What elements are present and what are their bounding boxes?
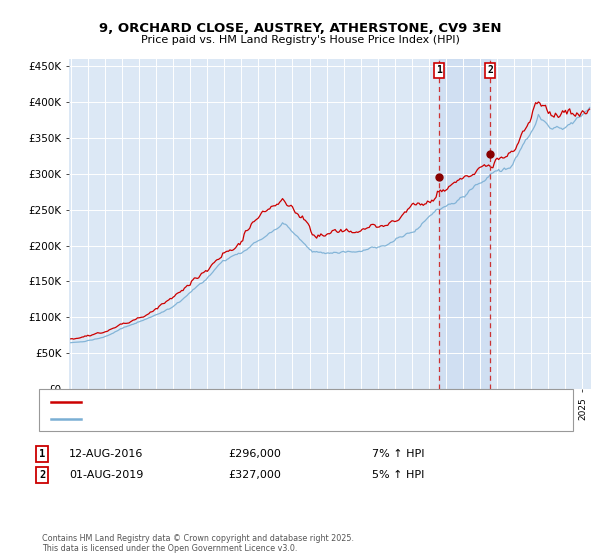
Bar bbox=[439, 59, 490, 389]
Text: 1: 1 bbox=[39, 449, 45, 459]
Text: 12-AUG-2016: 12-AUG-2016 bbox=[69, 449, 143, 459]
Text: £327,000: £327,000 bbox=[228, 470, 281, 480]
Text: 1: 1 bbox=[436, 66, 442, 76]
Text: 9, ORCHARD CLOSE, AUSTREY, ATHERSTONE, CV9 3EN (detached house): 9, ORCHARD CLOSE, AUSTREY, ATHERSTONE, C… bbox=[87, 397, 443, 407]
Text: £296,000: £296,000 bbox=[228, 449, 281, 459]
Text: Contains HM Land Registry data © Crown copyright and database right 2025.
This d: Contains HM Land Registry data © Crown c… bbox=[42, 534, 354, 553]
Text: 2: 2 bbox=[39, 470, 45, 480]
Text: 2: 2 bbox=[487, 66, 493, 76]
Text: 5% ↑ HPI: 5% ↑ HPI bbox=[372, 470, 424, 480]
Text: 9, ORCHARD CLOSE, AUSTREY, ATHERSTONE, CV9 3EN: 9, ORCHARD CLOSE, AUSTREY, ATHERSTONE, C… bbox=[99, 22, 501, 35]
Text: Price paid vs. HM Land Registry's House Price Index (HPI): Price paid vs. HM Land Registry's House … bbox=[140, 35, 460, 45]
Text: 01-AUG-2019: 01-AUG-2019 bbox=[69, 470, 143, 480]
Text: 7% ↑ HPI: 7% ↑ HPI bbox=[372, 449, 425, 459]
Text: HPI: Average price, detached house, North Warwickshire: HPI: Average price, detached house, Nort… bbox=[87, 414, 363, 423]
